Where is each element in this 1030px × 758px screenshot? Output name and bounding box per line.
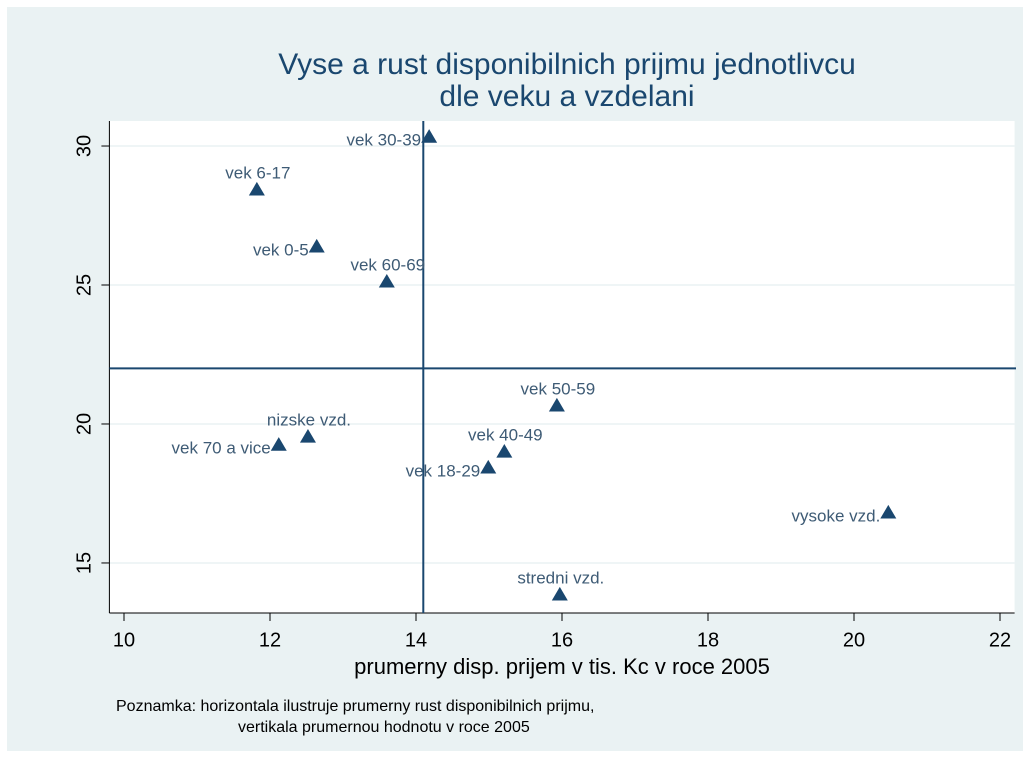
marker [270,437,287,451]
marker [299,429,316,443]
x-tick-label: 14 [405,629,427,651]
chart-title: Vyse a rust disponibilnich prijmu jednot… [278,48,856,81]
x-tick-label: 16 [551,629,573,651]
marker [248,181,265,196]
point-label: vek 18-29 [406,461,481,480]
marker [480,459,497,474]
marker [551,586,568,601]
chart-title: dle veku a vzdelani [439,80,694,113]
x-tick-label: 20 [843,629,865,651]
x-tick-label: 10 [113,629,135,651]
marker [308,238,325,253]
x-axis-title: prumerny disp. prijem v tis. Kc v roce 2… [354,654,770,679]
point-label: vysoke vzd. [791,506,880,525]
x-tick-label: 22 [989,629,1011,651]
y-tick-label: 20 [74,413,96,435]
point-label: stredni vzd. [517,568,604,587]
x-tick-label: 18 [697,629,719,651]
point-label: vek 70 a vice [172,439,271,458]
y-tick-label: 25 [74,274,96,296]
plot-region [109,121,1015,613]
point-label: vek 6-17 [225,163,290,182]
point-label: vek 40-49 [468,426,543,445]
note: Poznamka: horizontala ilustruje prumerny… [116,698,594,715]
point-label: vek 60-69 [350,255,425,274]
note: vertikala prumernou hodnotu v roce 2005 [238,719,530,736]
marker [548,397,565,412]
point-label: vek 0-5 [253,240,309,259]
point-label: nizske vzd. [267,411,351,430]
point-label: vek 50-59 [521,379,596,398]
x-tick-label: 12 [259,629,281,651]
marker [496,444,513,458]
point-label: vek 30-39 [346,131,421,150]
y-tick-label: 30 [74,135,96,157]
marker [378,273,395,288]
marker [421,129,438,143]
y-tick-label: 15 [74,552,96,574]
marker [880,504,897,519]
